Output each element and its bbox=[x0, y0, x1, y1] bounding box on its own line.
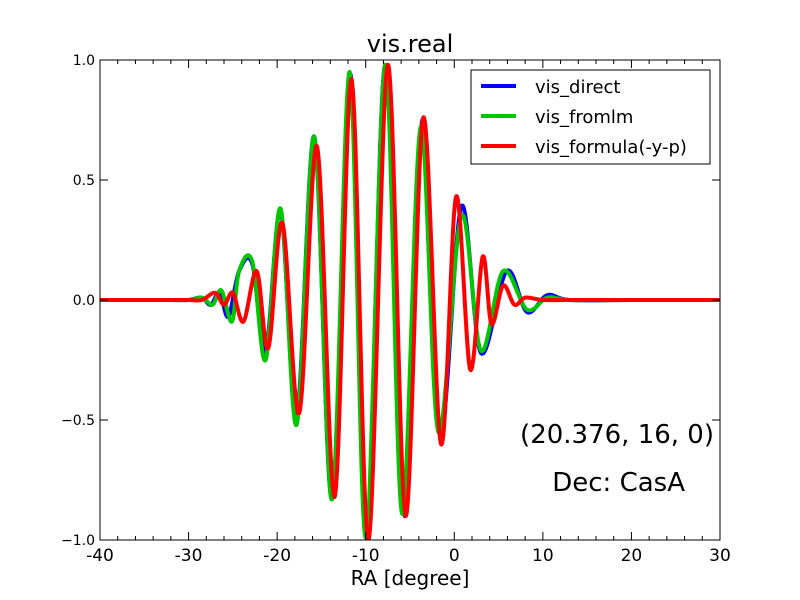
legend-label-vis-fromlm: vis_fromlm bbox=[535, 107, 633, 128]
x-tick-label: -20 bbox=[263, 546, 291, 566]
ticks-layer: -40 -30 -20 -10 0 10 20 30 −1.0 −0.5 0.0 0.5 1.0 bbox=[61, 53, 731, 566]
legend-label-vis-direct: vis_direct bbox=[535, 77, 621, 98]
y-tick-label: 1.0 bbox=[73, 53, 95, 69]
axes-frame bbox=[99, 59, 721, 541]
series-line-vis-formula bbox=[100, 62, 720, 540]
x-tick-label: 10 bbox=[532, 546, 554, 566]
x-tick-label: 0 bbox=[449, 546, 460, 566]
x-tick-label: -30 bbox=[175, 546, 203, 566]
x-tick-label: -40 bbox=[86, 546, 114, 566]
annotation-dec: Dec: CasA bbox=[552, 468, 685, 498]
y-tick-label: 0.5 bbox=[73, 173, 95, 189]
annotation-coordinates: (20.376, 16, 0) bbox=[520, 420, 714, 450]
legend: vis_direct vis_fromlm vis_formula(-y-p) bbox=[470, 69, 711, 165]
x-tick-label: -10 bbox=[352, 546, 380, 566]
y-tick-label: 0.0 bbox=[73, 293, 95, 309]
series-layer bbox=[100, 62, 720, 540]
y-tick-label: −1.0 bbox=[61, 533, 95, 549]
x-axis-label: RA [degree] bbox=[351, 566, 470, 590]
x-tick-label: 20 bbox=[621, 546, 643, 566]
chart-title: vis.real bbox=[367, 30, 453, 58]
y-tick-label: −0.5 bbox=[61, 413, 95, 429]
x-tick-label: 30 bbox=[709, 546, 731, 566]
legend-label-vis-formula: vis_formula(-y-p) bbox=[535, 137, 687, 158]
